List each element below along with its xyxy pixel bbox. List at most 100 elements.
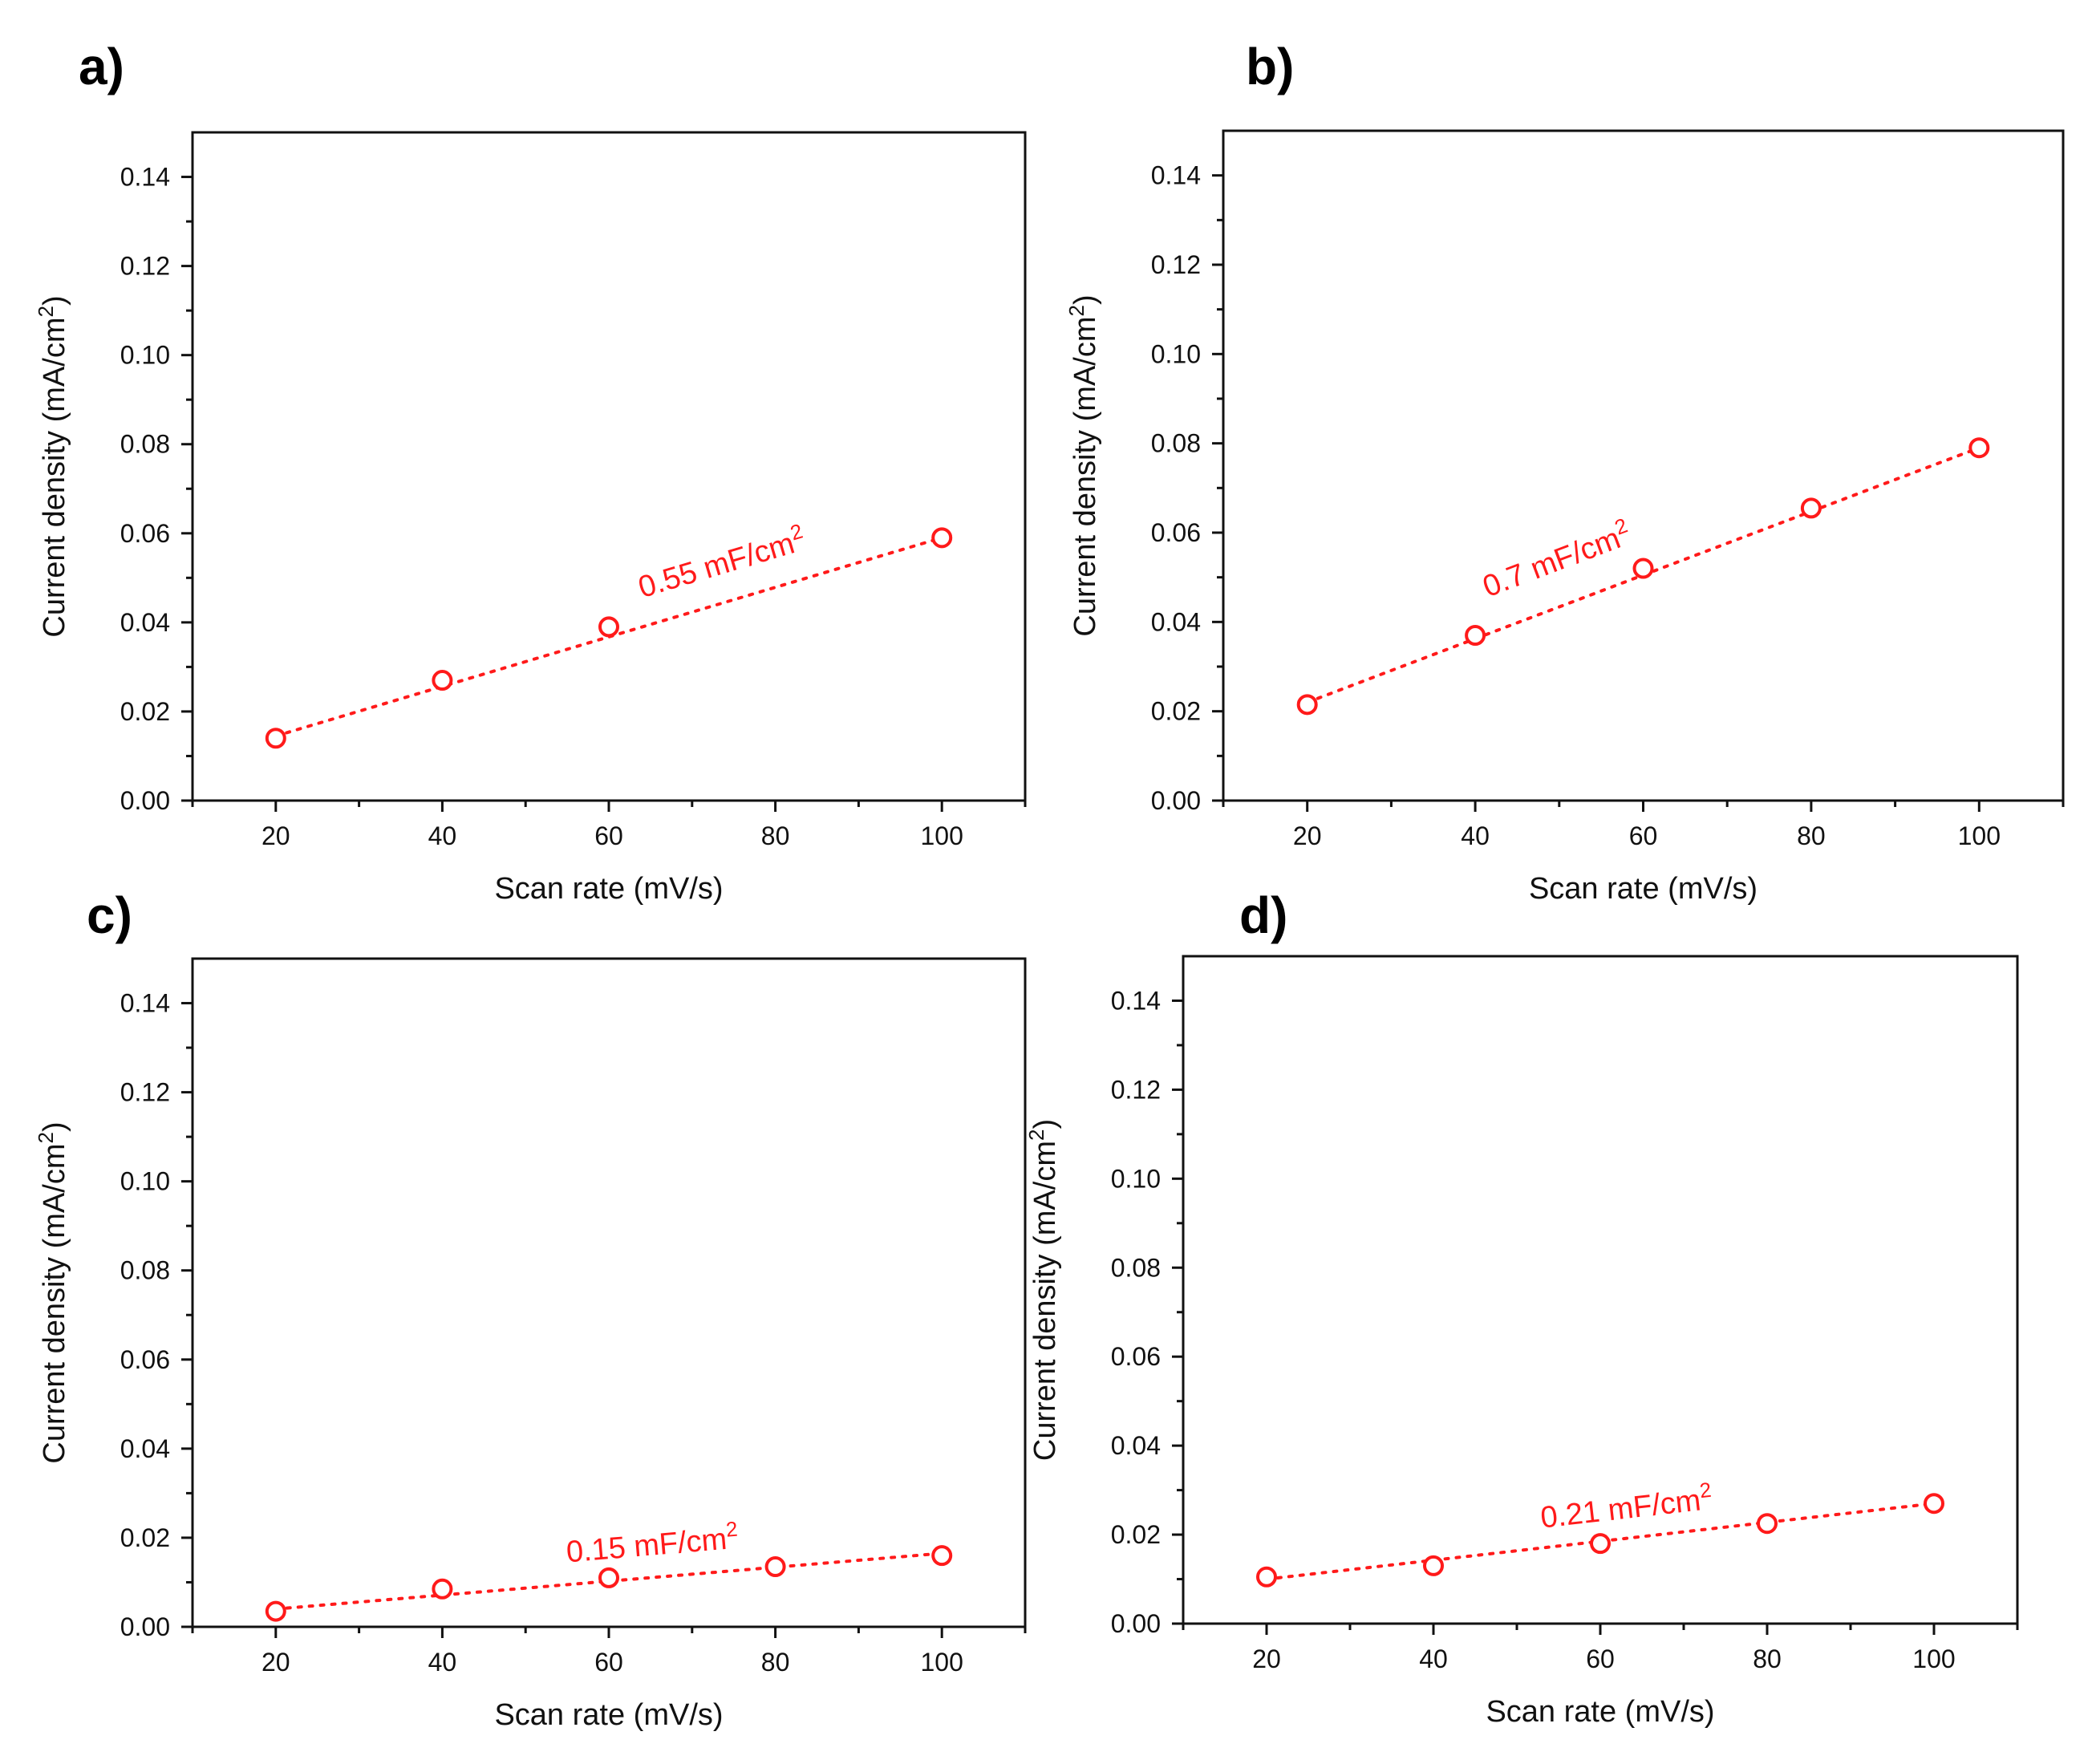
x-tick-label: 60: [594, 821, 623, 850]
data-point: [931, 1545, 953, 1567]
y-axis-title-main: Current density (mA/cm: [1028, 1141, 1062, 1461]
y-tick-label: 0.00: [120, 1612, 170, 1641]
y-tick-label: 0.06: [120, 519, 170, 548]
x-axis-title: Scan rate (mV/s): [494, 1698, 723, 1732]
y-axis-title-main: Current density (mA/cm: [38, 1144, 71, 1464]
y-tick-label: 0.14: [1151, 161, 1201, 190]
y-tick-label: 0.00: [1151, 786, 1201, 815]
y-axis-title: Current density (mA/cm2): [34, 295, 71, 637]
slope-annotation-main: 0.21 mF/cm: [1539, 1483, 1702, 1535]
data-point: [1465, 625, 1486, 647]
y-axis-title: Current density (mA/cm2): [34, 1121, 71, 1463]
y-tick-label: 0.08: [1151, 429, 1201, 458]
slope-annotation: 0.7 mF/cm2: [1477, 513, 1636, 605]
y-axis-title-tail: ): [1068, 294, 1102, 305]
slope-annotation: 0.15 mF/cm2: [565, 1517, 740, 1570]
x-tick-label: 40: [1419, 1644, 1448, 1673]
x-tick-label: 60: [1586, 1644, 1615, 1673]
data-point: [1632, 558, 1654, 579]
x-tick-label: 40: [428, 1648, 457, 1677]
y-tick-label: 0.04: [1111, 1431, 1161, 1460]
y-tick-label: 0.02: [1111, 1520, 1161, 1549]
x-tick-label: 20: [1293, 821, 1322, 850]
y-tick-label: 0.12: [1151, 250, 1201, 279]
y-tick-label: 0.08: [120, 1256, 170, 1285]
data-point: [432, 670, 453, 691]
y-axis-title-sup: 2: [34, 1132, 58, 1143]
fit-line: [274, 1551, 944, 1611]
y-tick-label: 0.02: [120, 1523, 170, 1552]
y-tick-label: 0.12: [120, 252, 170, 281]
x-axis-title: Scan rate (mV/s): [494, 872, 723, 906]
x-tick-label: 80: [761, 1648, 790, 1677]
y-tick-label: 0.06: [1151, 518, 1201, 547]
data-point: [598, 1567, 619, 1588]
y-tick-label: 0.04: [120, 608, 170, 637]
slope-annotation-main: 0.55 mF/cm: [634, 526, 798, 604]
x-tick-label: 20: [262, 821, 290, 850]
y-tick-label: 0.10: [120, 341, 170, 370]
plot-frame: [191, 957, 1027, 1628]
y-axis-title: Current density (mA/cm2): [1064, 294, 1102, 636]
panel-label: a): [79, 38, 124, 95]
data-point: [598, 616, 619, 638]
x-axis-title: Scan rate (mV/s): [1486, 1695, 1714, 1729]
plot-frame: [1222, 129, 2065, 802]
data-point: [764, 1556, 786, 1578]
y-tick-label: 0.00: [120, 786, 170, 815]
data-point: [1423, 1555, 1444, 1576]
y-axis-title-tail: ): [38, 295, 71, 306]
data-point: [1924, 1493, 1944, 1515]
y-tick-label: 0.02: [1151, 697, 1201, 726]
slope-annotation-main: 0.15 mF/cm: [565, 1523, 728, 1570]
panel-label: b): [1246, 38, 1294, 95]
panel-label: c): [87, 886, 132, 944]
y-axis-title: Current density (mA/cm2): [1024, 1119, 1062, 1461]
slope-annotation: 0.55 mF/cm2: [633, 519, 809, 605]
x-tick-label: 80: [1753, 1644, 1782, 1673]
y-tick-label: 0.04: [120, 1434, 170, 1463]
y-axis-title-main: Current density (mA/cm: [1068, 317, 1102, 637]
x-tick-label: 80: [761, 821, 790, 850]
y-axis-title-main: Current density (mA/cm: [38, 318, 71, 638]
y-tick-label: 0.12: [120, 1078, 170, 1107]
y-axis-title-sup: 2: [1024, 1129, 1048, 1141]
data-point: [931, 527, 953, 549]
y-tick-label: 0.14: [120, 989, 170, 1018]
y-axis-title-tail: ): [1028, 1119, 1062, 1129]
x-tick-label: 100: [921, 821, 963, 850]
x-tick-label: 60: [594, 1648, 623, 1677]
x-tick-label: 60: [1629, 821, 1658, 850]
x-tick-label: 40: [1461, 821, 1490, 850]
x-axis-title: Scan rate (mV/s): [1529, 872, 1758, 906]
y-tick-label: 0.08: [1111, 1253, 1161, 1282]
y-tick-label: 0.06: [1111, 1342, 1161, 1371]
y-tick-label: 0.14: [120, 163, 170, 192]
y-axis-title-sup: 2: [1064, 305, 1089, 316]
x-tick-label: 40: [428, 821, 457, 850]
panel-a: a) 0.00 0.02 0.04 0.06 0.08 0.10 0.12 0.14 20 40 60…: [34, 38, 1027, 906]
y-tick-label: 0.00: [1111, 1609, 1161, 1638]
y-axis-title-sup: 2: [34, 306, 58, 317]
y-axis-title-tail: ): [38, 1121, 71, 1132]
y-tick-label: 0.10: [1151, 339, 1201, 368]
data-point: [1757, 1513, 1778, 1535]
data-point: [265, 1600, 286, 1622]
x-tick-label: 100: [921, 1648, 963, 1677]
x-tick-label: 20: [1252, 1644, 1281, 1673]
data-point: [265, 728, 286, 749]
panel-b: b) 0.00 0.02 0.04 0.06 0.08 0.10 0.12 0.14 20 40 60…: [1064, 38, 2065, 906]
y-tick-label: 0.06: [120, 1345, 170, 1374]
data-point: [1590, 1533, 1611, 1555]
data-point: [1968, 437, 1990, 459]
panel-d: d) 0.00 0.02 0.04 0.06 0.08 0.10 0.12 0.14 20 40 60…: [1024, 886, 2019, 1729]
data-point: [1800, 497, 1822, 519]
x-tick-label: 100: [1958, 821, 2001, 850]
x-tick-label: 80: [1797, 821, 1826, 850]
y-tick-label: 0.10: [120, 1167, 170, 1196]
slope-annotation-sup: 2: [725, 1517, 739, 1542]
y-tick-label: 0.04: [1151, 607, 1201, 636]
y-tick-label: 0.02: [120, 697, 170, 726]
slope-annotation: 0.21 mF/cm2: [1539, 1478, 1714, 1535]
